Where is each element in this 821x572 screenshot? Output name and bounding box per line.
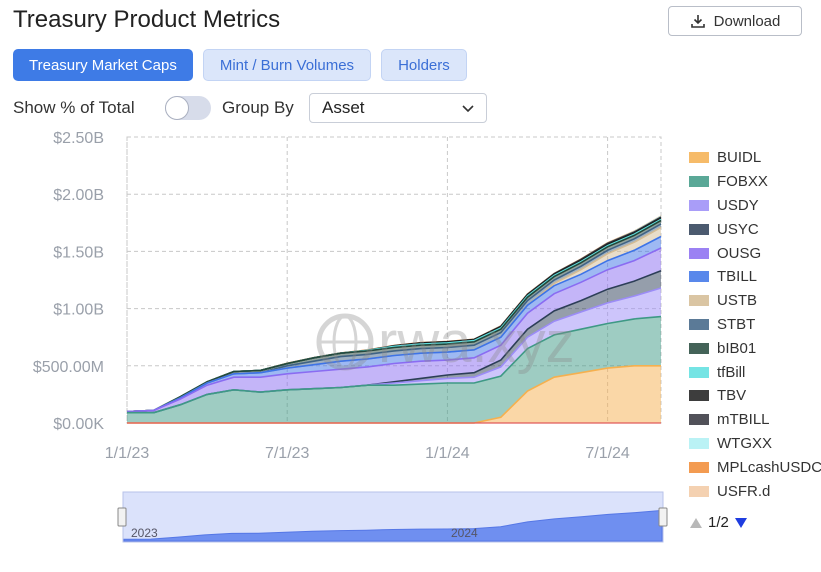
group-by-select[interactable]: Asset (309, 93, 487, 123)
market-cap-chart: $0.00K $500.00M $1.00B $1.50B $2.00B $2.50B 1… (33, 130, 668, 543)
legend-swatch (689, 199, 709, 211)
legend-item-tfbill[interactable]: tfBill (689, 360, 821, 384)
legend-item-usfr-d[interactable]: USFR.d (689, 479, 821, 503)
legend-pager: 1/2 (689, 514, 748, 531)
chart-areas (126, 215, 662, 424)
y-tick-label: $500.00M (33, 359, 104, 376)
legend-item-ousg[interactable]: OUSG (689, 241, 821, 265)
navigator-handle-left[interactable] (117, 507, 127, 527)
tab-treasury-market-caps[interactable]: Treasury Market Caps (13, 49, 193, 81)
legend-item-ustb[interactable]: USTB (689, 289, 821, 313)
legend-label: FOBXX (717, 173, 768, 191)
legend-label: tfBill (717, 363, 746, 381)
legend-swatch (689, 295, 709, 307)
x-axis-labels: 1/1/23 7/1/23 1/1/24 7/1/24 (105, 445, 630, 462)
legend-label: TBV (717, 387, 747, 405)
legend-item-wtgxx[interactable]: WTGXX (689, 432, 821, 456)
legend-item-usdy[interactable]: USDY (689, 194, 821, 218)
group-by-value: Asset (322, 98, 365, 117)
show-pct-label: Show % of Total (13, 98, 135, 117)
legend-label: WTGXX (717, 434, 772, 452)
y-tick-label: $1.00B (53, 302, 104, 319)
legend-item-tbill[interactable]: TBILL (689, 265, 821, 289)
watermark-globe-meridian (332, 314, 358, 370)
legend-swatch (689, 342, 709, 354)
navigator-label-2023: 2023 (131, 526, 158, 540)
legend-prev-icon[interactable] (689, 517, 703, 529)
legend-item-mplcashusdc[interactable]: MPLcashUSDC (689, 455, 821, 479)
legend-swatch (689, 485, 709, 497)
legend-swatch (689, 318, 709, 330)
download-button[interactable]: Download (668, 6, 802, 36)
legend-label: mTBILL (717, 411, 770, 429)
download-icon (690, 15, 705, 28)
legend-swatch (689, 390, 709, 402)
legend-label: OUSG (717, 244, 762, 262)
line-ousg (126, 247, 662, 413)
legend-item-stbt[interactable]: STBT (689, 313, 821, 337)
legend-item-tbv[interactable]: TBV (689, 384, 821, 408)
line-fobxx (127, 315, 662, 414)
line-bib01 (126, 219, 662, 413)
navigator-handle-right[interactable] (658, 507, 668, 527)
legend-item-bib01[interactable]: bIB01 (689, 336, 821, 360)
y-tick-label: $0.00K (53, 416, 104, 433)
chevron-down-icon (462, 105, 474, 113)
x-tick-label: 7/1/24 (585, 445, 630, 462)
legend-swatch (689, 152, 709, 164)
legend-next-icon[interactable] (734, 517, 748, 529)
page-title: Treasury Product Metrics (13, 6, 281, 33)
legend-swatch (689, 461, 709, 473)
legend-page-indicator: 1/2 (708, 514, 729, 531)
tab-holders[interactable]: Holders (381, 49, 467, 81)
legend-label: bIB01 (717, 339, 757, 357)
area-ousg[interactable] (127, 248, 661, 413)
x-tick-label: 1/1/23 (105, 445, 150, 462)
legend-label: MPLcashUSDC (717, 458, 821, 476)
y-tick-label: $2.50B (53, 130, 104, 147)
navigator-area (123, 509, 663, 542)
metric-tabs: Treasury Market Caps Mint / Burn Volumes… (13, 49, 467, 81)
legend-item-usyc[interactable]: USYC (689, 217, 821, 241)
area-fobxx[interactable] (127, 316, 661, 423)
legend-item-buidl[interactable]: BUIDL (689, 146, 821, 170)
legend-swatch (689, 271, 709, 283)
legend-label: USTB (717, 292, 758, 310)
range-navigator[interactable]: 2023 2024 (117, 491, 668, 543)
legend-label: USDY (717, 196, 759, 214)
legend-swatch (689, 437, 709, 449)
legend-label: USYC (717, 220, 759, 238)
legend-label: BUIDL (717, 149, 762, 167)
legend-label: STBT (717, 315, 756, 333)
legend-swatch (689, 414, 709, 426)
legend-swatch (689, 176, 709, 188)
download-label: Download (713, 12, 781, 30)
group-by-label: Group By (222, 98, 294, 117)
area-buidl[interactable] (127, 365, 661, 423)
toggle-knob (165, 96, 189, 120)
show-pct-toggle[interactable] (165, 96, 211, 120)
x-tick-label: 7/1/23 (265, 445, 310, 462)
watermark-text: rwa.xyz (378, 310, 575, 375)
legend-label: USFR.d (717, 482, 771, 500)
x-tick-label: 1/1/24 (425, 445, 470, 462)
legend-label: TBILL (717, 268, 758, 286)
legend-swatch (689, 223, 709, 235)
watermark-globe-icon (316, 313, 374, 371)
chart-controls: Show % of Total Group By Asset (13, 93, 493, 123)
y-axis-labels: $0.00K $500.00M $1.00B $1.50B $2.00B $2.50B (33, 130, 104, 433)
y-tick-label: $1.50B (53, 244, 104, 261)
legend-item-mtbill[interactable]: mTBILL (689, 408, 821, 432)
legend-swatch (689, 366, 709, 378)
legend-item-fobxx[interactable]: FOBXX (689, 170, 821, 194)
line-tbill (126, 235, 662, 413)
tab-mint-burn-volumes[interactable]: Mint / Burn Volumes (202, 49, 372, 81)
chart-legend: BUIDL FOBXX USDY USYC OUSG TBILL USTB STBT bIB01… (689, 146, 821, 503)
legend-swatch (689, 247, 709, 259)
y-tick-label: $2.00B (53, 187, 104, 204)
navigator-label-2024: 2024 (451, 526, 478, 540)
watermark: rwa.xyz (316, 310, 575, 375)
